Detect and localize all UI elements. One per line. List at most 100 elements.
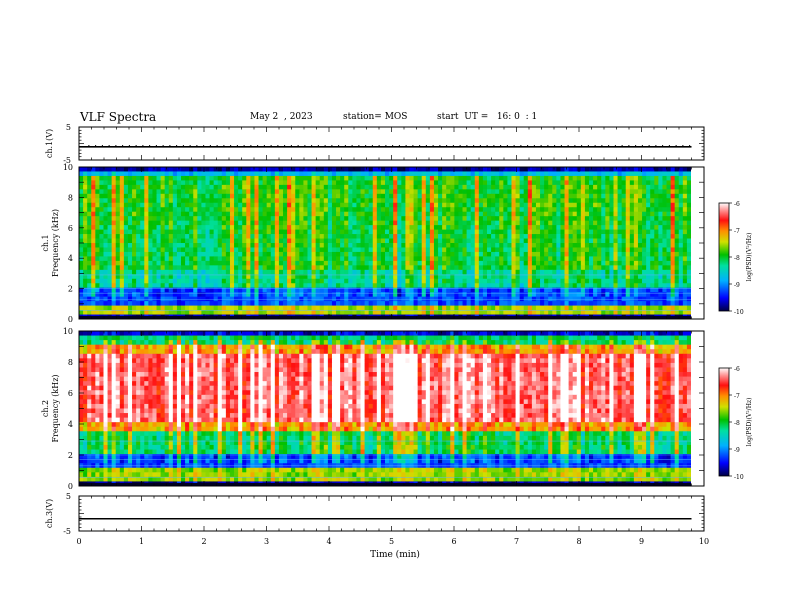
spectrogram-cell: [111, 189, 117, 195]
spectrogram-cell: [176, 265, 182, 271]
spectrogram-cell: [609, 202, 614, 208]
spectrogram-cell: [519, 238, 525, 244]
spectrogram-cell: [364, 247, 370, 253]
spectrogram-cell: [580, 167, 586, 172]
spectrogram-cell: [360, 171, 365, 177]
spectrogram-cell: [303, 202, 308, 208]
spectrogram-cell: [193, 171, 198, 177]
spectrogram-cell: [662, 234, 667, 239]
spectrogram-cell: [535, 265, 541, 271]
spectrogram-cell: [311, 180, 317, 186]
spectrogram-cell: [597, 216, 602, 222]
spectrogram-cell: [548, 256, 553, 262]
spectrogram-cell: [254, 193, 259, 199]
voltage-spike: [317, 145, 319, 147]
spectrogram-cell: [336, 287, 341, 293]
spectrogram-cell: [238, 220, 243, 226]
spectrogram-cell: [295, 180, 300, 186]
spectrogram-cell: [511, 198, 516, 204]
spectrogram-cell: [193, 256, 198, 262]
spectrogram-cell: [429, 211, 435, 217]
spectrogram-cell: [152, 260, 157, 266]
spectrogram-cell: [95, 184, 100, 190]
spectrogram-cell: [515, 216, 521, 222]
spectrogram-cell: [291, 198, 296, 204]
spectrogram-cell: [283, 238, 288, 244]
spectrogram-cell: [442, 247, 447, 253]
spectrogram-cell: [83, 211, 88, 217]
spectrogram-cell: [662, 189, 667, 195]
spectrogram-cell: [189, 247, 194, 253]
spectrogram-cell: [678, 278, 684, 284]
spectrogram-cell: [527, 229, 533, 235]
spectrogram-cell: [209, 256, 215, 262]
spectrogram-cell: [429, 269, 435, 275]
spectrogram-cell: [376, 287, 382, 293]
spectrogram-cell: [107, 198, 113, 204]
spectrogram-cell: [389, 269, 394, 275]
spectrogram-cell: [380, 175, 386, 181]
spectrogram-cell: [185, 269, 190, 275]
spectrogram-cell: [185, 234, 190, 239]
spectrogram-cell: [79, 283, 84, 289]
spectrogram-cell: [531, 171, 537, 177]
spectrogram-cell: [376, 265, 382, 271]
spectrogram-cell: [205, 225, 210, 230]
voltage-spike: [203, 145, 205, 147]
spectrogram-cell: [274, 198, 280, 204]
spectrogram-cell: [225, 247, 231, 253]
spectrogram-cell: [511, 211, 516, 217]
spectrogram-cell: [625, 278, 631, 284]
spectrogram-cell: [107, 269, 113, 275]
spectrogram-cell: [176, 256, 182, 262]
spectrogram-cell: [515, 234, 521, 239]
spectrogram-cell: [658, 207, 663, 213]
spectrogram-cell: [221, 243, 227, 248]
spectrogram-cell: [278, 247, 284, 253]
spectrogram-cell: [164, 220, 170, 226]
spectrogram-cell: [287, 265, 292, 271]
spectrogram-cell: [491, 251, 496, 257]
spectrogram-cell: [287, 202, 292, 208]
spectrogram-cell: [274, 225, 280, 230]
spectrogram-cell: [201, 189, 206, 195]
spectrogram-cell: [560, 278, 565, 284]
spectrogram-cell: [348, 220, 353, 226]
spectrogram-cell: [601, 260, 606, 266]
spectrogram-cell: [613, 211, 618, 217]
spectrogram-cell: [474, 220, 480, 226]
spectrogram-cell: [429, 260, 435, 266]
spectrogram-cell: [119, 283, 125, 289]
voltage-spike: [122, 145, 124, 147]
spectrogram-cell: [193, 211, 198, 217]
spectrogram-cell: [221, 220, 227, 226]
spectrogram-cell: [311, 175, 317, 181]
spectrogram-cell: [205, 287, 210, 293]
spectrogram-cell: [209, 287, 215, 293]
spectrogram-cell: [584, 229, 590, 235]
spectrogram-cell: [621, 229, 627, 235]
spectrogram-cell: [136, 274, 141, 280]
spectrogram-cell: [140, 265, 145, 271]
spectrogram-cell: [372, 229, 378, 235]
spectrogram-cell: [119, 229, 125, 235]
spectrogram-cell: [189, 305, 194, 311]
spectrogram-cell: [637, 171, 643, 177]
spectrogram-cell: [666, 251, 671, 257]
spectrogram-cell: [242, 180, 247, 186]
spectrogram-cell: [229, 216, 235, 222]
spectrogram-cell: [584, 211, 590, 217]
spectrogram-cell: [495, 167, 500, 172]
spectrogram-cell: [605, 256, 610, 262]
spectrogram-cell: [548, 211, 553, 217]
spectrogram-cell: [556, 269, 561, 275]
spectrogram-cell: [568, 189, 574, 195]
spectrogram-cell: [686, 193, 691, 199]
spectrogram-cell: [507, 292, 512, 298]
spectrogram-cell: [385, 247, 390, 253]
spectrogram-cell: [380, 184, 386, 190]
spectrogram-cell: [103, 305, 108, 311]
spectrogram-cell: [168, 171, 174, 177]
spectrogram-cell: [344, 265, 349, 271]
spectrogram-cell: [344, 211, 349, 217]
